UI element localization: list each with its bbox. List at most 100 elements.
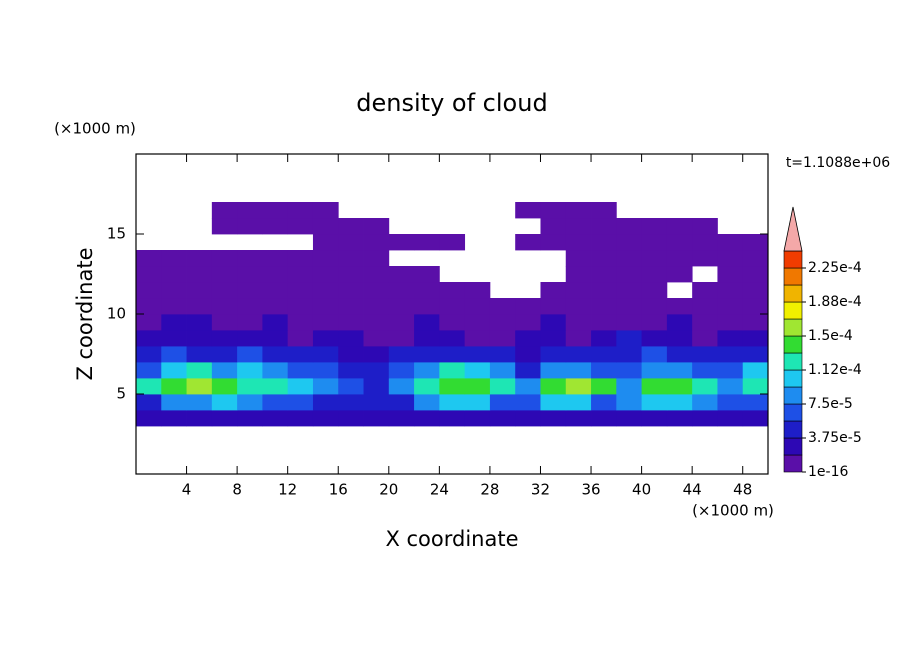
contour-cell (666, 330, 693, 347)
contour-cell (211, 314, 238, 331)
contour-cell (237, 218, 263, 235)
contour-cell (439, 410, 466, 427)
contour-cell (565, 330, 592, 347)
contour-cell (565, 298, 592, 315)
contour-cell (591, 234, 617, 251)
contour-cell (692, 298, 718, 315)
contour-cell (262, 298, 289, 315)
contour-cell (616, 234, 642, 251)
contour-cell (591, 330, 617, 347)
contour-cell (540, 362, 567, 379)
contour-cell (136, 362, 162, 379)
contour-cell (565, 234, 592, 251)
contour-cell (136, 330, 162, 347)
contour-cell (338, 266, 364, 283)
contour-cell (641, 394, 668, 411)
contour-cell (692, 394, 718, 411)
contour-cell (287, 218, 314, 235)
contour-cell (439, 378, 466, 395)
contour-cell (692, 346, 718, 363)
contour-cell (312, 362, 339, 379)
contour-cell (540, 378, 567, 395)
contour-cell (161, 250, 187, 267)
contour-cell (717, 362, 744, 379)
contour-cell (161, 394, 187, 411)
contour-cell (388, 234, 415, 251)
contour-cell (211, 266, 238, 283)
contour-cell (666, 266, 693, 283)
y-tick-label: 15 (107, 225, 126, 243)
contour-cell (742, 266, 769, 283)
contour-cell (262, 250, 289, 267)
contour-cell (211, 346, 238, 363)
contour-cell (338, 298, 364, 315)
contour-cell (186, 282, 213, 299)
contour-cell (742, 346, 769, 363)
contour-cell (363, 266, 390, 283)
contour-cell (363, 234, 390, 251)
contour-cell (439, 330, 466, 347)
contour-cell (161, 314, 187, 331)
contour-cell (464, 394, 491, 411)
contour-cell (388, 298, 415, 315)
contour-cell (666, 314, 693, 331)
contour-cell (237, 330, 263, 347)
contour-cell (136, 410, 162, 427)
contour-cell (136, 266, 162, 283)
contour-cell (742, 250, 769, 267)
contour-cell (338, 394, 364, 411)
contour-cell (287, 282, 314, 299)
contour-cell (515, 202, 541, 219)
contour-cell (692, 330, 718, 347)
contour-cell (641, 250, 668, 267)
contour-cell (414, 330, 440, 347)
contour-cell (161, 266, 187, 283)
contour-cell (540, 394, 567, 411)
contour-cell (161, 330, 187, 347)
contour-cell (186, 394, 213, 411)
contour-cell (489, 410, 516, 427)
contour-cell (363, 314, 390, 331)
contour-cell (692, 234, 718, 251)
colorbar-label: 1.88e-4 (808, 294, 862, 310)
contour-cell (742, 282, 769, 299)
colorbar-label: 7.5e-5 (808, 396, 853, 412)
x-tick-label: 32 (531, 481, 550, 499)
contour-cell (388, 394, 415, 411)
contour-cell (742, 314, 769, 331)
contour-cell (312, 378, 339, 395)
contour-cell (742, 298, 769, 315)
contour-cell (338, 314, 364, 331)
contour-cell (312, 298, 339, 315)
contour-cell (414, 378, 440, 395)
colorbar-label: 3.75e-5 (808, 430, 862, 446)
contour-cell (591, 362, 617, 379)
contour-cell (591, 346, 617, 363)
contour-cell (186, 298, 213, 315)
contour-cell (262, 202, 289, 219)
contour-cell (717, 378, 744, 395)
contour-cell (211, 394, 238, 411)
colorbar-label: 1.12e-4 (808, 362, 862, 378)
contour-cell (186, 250, 213, 267)
contour-cell (312, 330, 339, 347)
contour-cell (591, 218, 617, 235)
contour-cell (237, 346, 263, 363)
contour-cell (666, 410, 693, 427)
x-tick-label: 24 (430, 481, 449, 499)
contour-cell (742, 378, 769, 395)
contour-cell (136, 314, 162, 331)
contour-cell (616, 266, 642, 283)
contour-cell (515, 410, 541, 427)
contour-cell (388, 314, 415, 331)
contour-cell (287, 298, 314, 315)
contour-cell (591, 410, 617, 427)
contour-cell (237, 298, 263, 315)
contour-cell (161, 378, 187, 395)
colorbar-label: 1e-16 (808, 464, 848, 480)
contour-cell (641, 378, 668, 395)
contour-cell (312, 218, 339, 235)
contour-cell (717, 410, 744, 427)
contour-cell (565, 394, 592, 411)
contour-cell (363, 298, 390, 315)
